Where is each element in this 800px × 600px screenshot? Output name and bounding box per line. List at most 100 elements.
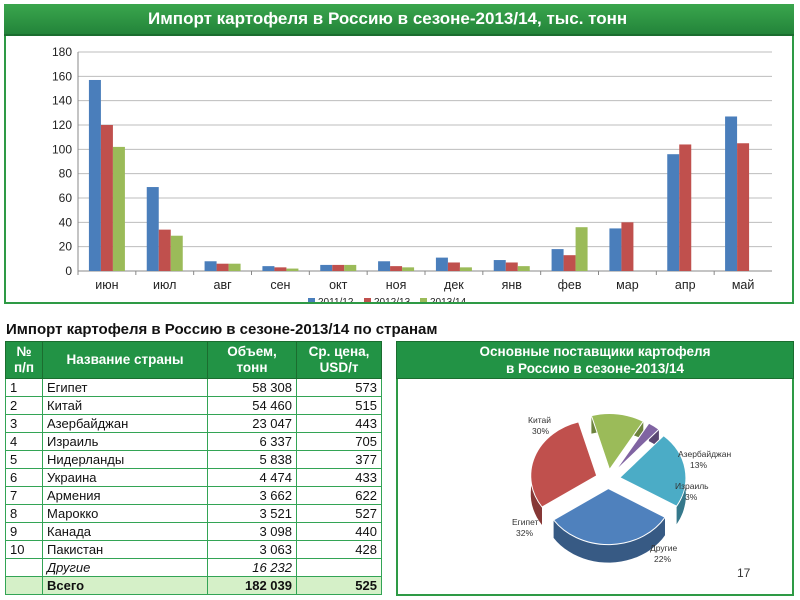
bar-2013-14-ноя: [402, 267, 415, 271]
cell-volume: 3 063: [207, 540, 297, 559]
cell-volume: 54 460: [207, 396, 297, 415]
cell-volume: 58 308: [207, 378, 297, 397]
legend-label: 2013/14: [430, 297, 467, 302]
pie-chart-heading: Основные поставщики картофеля в Россию в…: [396, 341, 794, 379]
bar-2011-12-окт: [320, 264, 333, 271]
pie-label: Другие: [650, 543, 677, 553]
bar-2011-12-янв: [493, 260, 506, 271]
bar-2012-13-окт: [332, 264, 345, 271]
x-tick-label: фев: [558, 278, 582, 292]
cell-number: 10: [5, 540, 43, 559]
cell-number: 1: [5, 378, 43, 397]
cell-volume: 3 098: [207, 522, 297, 541]
cell-number: 5: [5, 450, 43, 469]
table-body: 1 Египет 58 308 573 2 Китай 54 460 515 3 Азербайд…: [5, 378, 382, 595]
bar-2012-13-июн: [100, 125, 113, 271]
bar-2011-12-мар: [609, 228, 622, 271]
table-row: 2 Китай 54 460 515: [5, 396, 382, 415]
y-tick-label: 80: [59, 167, 73, 181]
cell-volume: 3 521: [207, 504, 297, 523]
cell-number: 7: [5, 486, 43, 505]
cell-country: Армения: [42, 486, 208, 505]
column-header-line: Ср. цена,: [308, 344, 370, 359]
x-tick-label: июн: [95, 278, 118, 292]
column-header-volume: Объем, тонн: [207, 341, 297, 379]
pie-title-line: в Россию в сезоне-2013/14: [505, 361, 685, 376]
bar-2013-14-июн: [112, 146, 125, 271]
pie-slice-Египет: [552, 488, 666, 546]
bar-2013-14-авг: [228, 263, 241, 271]
x-tick-label: окт: [329, 278, 348, 292]
y-tick-label: 100: [52, 142, 72, 156]
pie-pct-label: 13%: [690, 460, 707, 470]
page-number: 17: [737, 566, 751, 580]
legend-swatch: [364, 298, 371, 302]
column-header-line: Объем,: [227, 344, 277, 359]
bar-2011-12-фев: [551, 249, 564, 271]
bar-2012-13-сен: [274, 267, 287, 271]
legend-label: 2012/13: [374, 297, 411, 302]
cell-number: 8: [5, 504, 43, 523]
y-tick-label: 180: [52, 45, 72, 59]
table-row: 8 Марокко 3 521 527: [5, 504, 382, 523]
chart-title: Импорт картофеля в Россию в сезоне-2013/…: [148, 9, 628, 28]
bar-2012-13-ноя: [390, 266, 403, 271]
cell-number: 3: [5, 414, 43, 433]
pie-slice-Азербайджан: [590, 412, 645, 471]
pie-label: Китай: [528, 415, 551, 425]
column-header-line: Название страны: [66, 352, 184, 367]
cell-price: 525: [296, 576, 382, 595]
cell-country: Китай: [42, 396, 208, 415]
table-row: 7 Армения 3 662 622: [5, 486, 382, 505]
cell-price: 433: [296, 468, 382, 487]
pie-label: Азербайджан: [678, 449, 731, 459]
column-header-number: № п/п: [5, 341, 43, 379]
pie-label: Израиль: [675, 481, 709, 491]
column-header-line: USD/т: [319, 360, 359, 375]
cell-number: 4: [5, 432, 43, 451]
bar-2012-13-июл: [158, 229, 171, 271]
x-tick-label: июл: [153, 278, 176, 292]
column-header-price: Ср. цена, USD/т: [296, 341, 382, 379]
cell-country: Другие: [42, 558, 208, 577]
bar-2011-12-ноя: [378, 261, 391, 271]
cell-number: [5, 576, 43, 595]
pie-slice-Китай: [530, 421, 598, 508]
legend-swatch: [308, 298, 315, 302]
cell-price: [296, 558, 382, 577]
cell-country: Всего: [42, 576, 208, 595]
cell-price: 440: [296, 522, 382, 541]
table-row: 10 Пакистан 3 063 428: [5, 540, 382, 559]
y-tick-label: 0: [65, 264, 72, 278]
cell-price: 527: [296, 504, 382, 523]
y-tick-label: 140: [52, 94, 72, 108]
pie-pct-label: 32%: [516, 528, 533, 538]
cell-volume: 16 232: [207, 558, 297, 577]
cell-country: Израиль: [42, 432, 208, 451]
x-tick-label: янв: [502, 278, 523, 292]
bar-2013-14-фев: [575, 227, 588, 271]
cell-country: Азербайджан: [42, 414, 208, 433]
table-row: 1 Египет 58 308 573: [5, 378, 382, 397]
table-heading: Импорт картофеля в Россию в сезоне-2013/…: [6, 321, 438, 338]
bar-2011-12-июл: [146, 187, 159, 271]
bar-2011-12-авг: [204, 261, 217, 271]
bar-2012-13-дек: [447, 262, 460, 271]
bar-2011-12-май: [725, 116, 738, 271]
table-row-total: Всего 182 039 525: [5, 576, 382, 595]
cell-price: 428: [296, 540, 382, 559]
pie-chart-panel: Китай 30% Азербайджан 13% Израиль 3% Другие 22%…: [396, 379, 794, 596]
pie-slice-Другие: [619, 435, 687, 507]
bar-2013-14-окт: [344, 264, 357, 271]
bar-2013-14-янв: [517, 266, 530, 271]
cell-number: 6: [5, 468, 43, 487]
cell-price: 705: [296, 432, 382, 451]
legend-label: 2011/12: [318, 297, 354, 302]
column-header-line: №: [16, 344, 32, 359]
table-header-row: № п/п Название страны Объем, тонн Ср. це…: [5, 341, 382, 379]
bar-2011-12-апр: [667, 154, 680, 271]
y-tick-label: 120: [52, 118, 72, 132]
y-tick-label: 60: [59, 191, 73, 205]
cell-country: Канада: [42, 522, 208, 541]
table-row: 9 Канада 3 098 440: [5, 522, 382, 541]
